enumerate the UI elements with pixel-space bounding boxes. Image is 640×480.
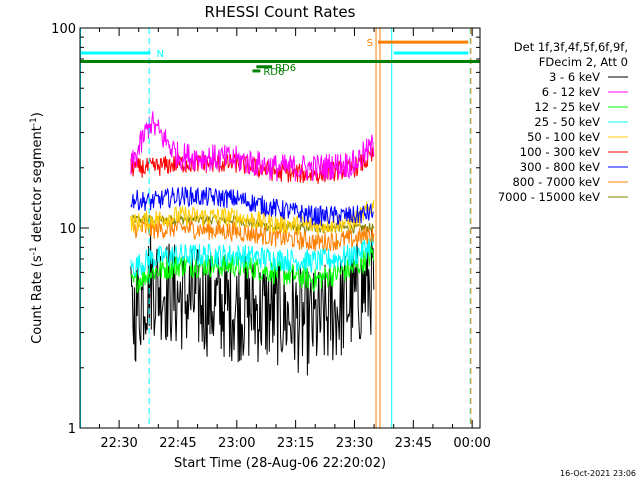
series-line	[130, 230, 375, 376]
x-tick-label: 22:45	[159, 436, 196, 451]
x-tick-label: 23:15	[277, 436, 314, 451]
chart-title: RHESSI Count Rates	[205, 3, 356, 21]
annotation-label: S	[367, 38, 373, 49]
series-layer	[130, 111, 375, 376]
x-tick-label: 00:00	[453, 436, 490, 451]
y-axis: 1 10 100	[51, 22, 480, 437]
annotation-label: RD6	[263, 67, 284, 78]
x-axis: 22:30 22:45 23:00 23:15 23:30 23:45 00:00	[98, 28, 491, 451]
x-tick-label: 23:00	[218, 436, 255, 451]
series-line	[130, 186, 374, 226]
legend-label: 50 - 100 keV	[527, 130, 600, 144]
y-tick-label: 1	[68, 422, 76, 437]
annotation-label: N	[156, 49, 163, 60]
legend-label: 300 - 800 keV	[520, 160, 600, 174]
x-tick-label: 23:30	[336, 436, 373, 451]
annotation-label: RD6	[275, 63, 296, 74]
legend-label: 3 - 6 keV	[549, 70, 600, 84]
legend-header-detectors: Det 1f,3f,4f,5f,6f,9f,	[514, 40, 628, 54]
legend-label: 12 - 25 keV	[534, 100, 600, 114]
legend-label: 25 - 50 keV	[534, 115, 600, 129]
legend-header-decimation: FDecim 2, Att 0	[539, 55, 628, 69]
series-line	[130, 147, 375, 184]
x-tick-label: 22:30	[100, 436, 137, 451]
series-line	[130, 245, 375, 294]
series-line	[130, 213, 375, 235]
y-axis-title: Count Rate (s-1 detector segment-1)	[29, 112, 45, 344]
legend-label: 100 - 300 keV	[520, 145, 600, 159]
legend-label: 800 - 7000 keV	[512, 175, 600, 189]
x-axis-title: Start Time (28-Aug-06 22:20:02)	[174, 456, 386, 471]
x-tick-label: 23:45	[395, 436, 432, 451]
series-line	[130, 111, 375, 182]
series-line	[130, 235, 375, 277]
y-tick-label: 100	[51, 22, 76, 37]
legend-label: 6 - 12 keV	[542, 85, 600, 99]
generation-timestamp: 16-Oct-2021 23:06	[560, 469, 636, 478]
y-tick-label: 10	[59, 222, 76, 237]
legend-label: 7000 - 15000 keV	[498, 190, 600, 204]
